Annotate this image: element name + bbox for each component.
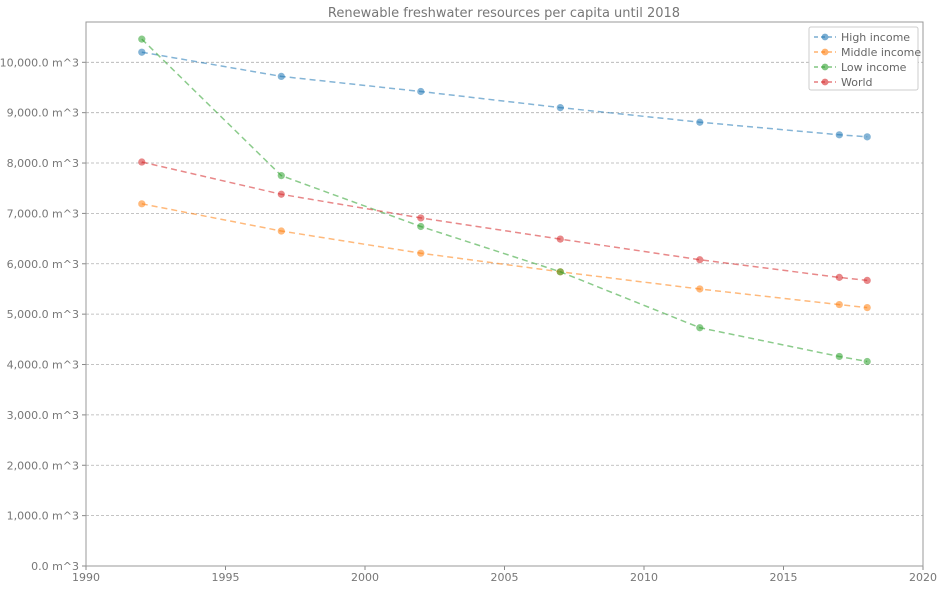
axis-layer: 0.0 m^3 1,000.0 m^3 2,000.0 m^3 3,000.0 m^3… (0, 21, 937, 584)
y-tick-label: 3,000.0 m^3 (7, 409, 79, 422)
data-point-world (696, 256, 704, 264)
legend-marker-middle-income (821, 48, 829, 56)
data-point-middle-income (277, 227, 285, 235)
grid-layer (86, 61, 923, 517)
x-tick-label: 2020 (909, 571, 937, 584)
data-point-high-income (417, 87, 425, 96)
y-tick-label: 2,000.0 m^3 (7, 459, 79, 472)
data-point-middle-income (417, 249, 425, 257)
data-point-low-income (277, 172, 285, 180)
x-tick-label: 2015 (770, 571, 798, 584)
data-point-high-income (138, 48, 146, 56)
x-tick-label: 2005 (491, 571, 519, 584)
legend-marker-world (821, 78, 829, 86)
data-point-middle-income (835, 300, 843, 309)
data-point-low-income (863, 357, 871, 366)
data-point-high-income (556, 104, 564, 112)
legend: High income Middle income Low income World (808, 26, 921, 91)
data-point-low-income (556, 268, 564, 276)
chart-title: Renewable freshwater resources per capit… (328, 6, 680, 21)
y-tick-label: 6,000.0 m^3 (7, 258, 79, 271)
data-point-world (417, 214, 425, 222)
series-layer (138, 35, 871, 366)
y-tick-label: 4,000.0 m^3 (7, 359, 79, 372)
data-point-middle-income (696, 285, 704, 293)
x-tick-label: 1995 (212, 571, 240, 584)
data-point-world (277, 190, 285, 198)
data-point-middle-income (138, 200, 146, 208)
plot-frame (85, 21, 924, 567)
x-tick-label: 2000 (351, 571, 379, 584)
data-point-world (835, 273, 843, 281)
series-low-income (138, 35, 871, 366)
y-tick-label: 1,000.0 m^3 (7, 510, 79, 523)
data-point-world (863, 276, 871, 284)
data-point-low-income (835, 352, 843, 361)
data-point-high-income (835, 131, 843, 139)
series-line-middle-income (141, 203, 868, 309)
x-tick-label: 2010 (630, 571, 658, 584)
data-point-low-income (138, 35, 146, 43)
data-point-world (138, 158, 146, 166)
series-world (138, 158, 871, 284)
legend-marker-low-income (821, 63, 829, 71)
data-point-high-income (863, 133, 871, 141)
legend-box (808, 26, 919, 91)
data-point-high-income (696, 118, 704, 126)
legend-marker-high-income (821, 33, 829, 41)
series-line-low-income (141, 38, 868, 363)
y-tick-label: 5,000.0 m^3 (7, 308, 79, 321)
y-tick-label: 0.0 m^3 (31, 560, 79, 573)
legend-label-high-income: High income (841, 31, 910, 44)
series-line-high-income (141, 51, 868, 138)
y-tick-label: 10,000.0 m^3 (0, 56, 79, 69)
series-line-world (141, 161, 868, 282)
legend-label-middle-income: Middle income (841, 46, 921, 59)
legend-label-low-income: Low income (841, 61, 907, 74)
data-point-high-income (277, 72, 285, 80)
y-tick-label: 8,000.0 m^3 (7, 157, 79, 170)
y-tick-label: 7,000.0 m^3 (7, 207, 79, 220)
x-tick-label: 1990 (72, 571, 100, 584)
series-middle-income (138, 200, 871, 312)
legend-label-world: World (841, 76, 873, 89)
y-tick-label: 9,000.0 m^3 (7, 107, 79, 120)
series-high-income (138, 48, 871, 141)
data-point-middle-income (863, 304, 871, 312)
data-point-world (556, 235, 564, 243)
data-point-low-income (696, 324, 704, 332)
data-point-low-income (417, 222, 425, 231)
